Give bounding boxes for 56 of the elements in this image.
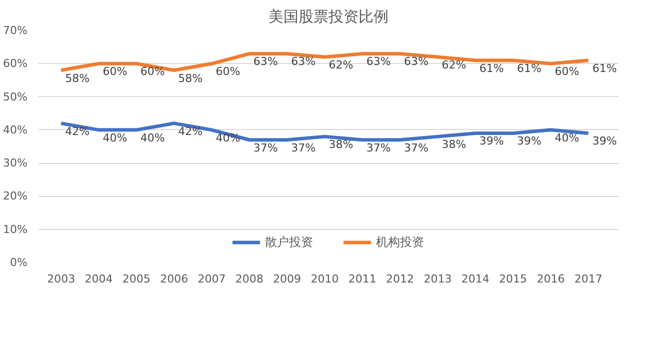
x-tick-label: 2017 <box>574 272 602 286</box>
x-tick-label: 2007 <box>198 272 226 286</box>
data-label: 40% <box>216 131 240 144</box>
x-tick-label: 2014 <box>461 272 490 286</box>
data-label: 40% <box>554 131 580 144</box>
y-tick-label: 20% <box>3 190 28 203</box>
y-tick-label: 0% <box>10 256 28 269</box>
data-label: 63% <box>253 55 278 68</box>
data-label: 60% <box>554 65 580 78</box>
data-label: 40% <box>140 131 165 144</box>
data-label: 60% <box>140 65 165 78</box>
y-tick-label: 50% <box>3 90 28 104</box>
y-tick-label: 60% <box>3 57 28 70</box>
data-label: 61% <box>592 62 617 75</box>
data-label: 62% <box>442 58 466 72</box>
data-label: 37% <box>291 141 316 154</box>
data-label: 42% <box>178 124 203 138</box>
x-tick-label: 2004 <box>84 272 113 286</box>
x-tick-label: 2006 <box>160 272 188 286</box>
x-tick-label: 2016 <box>536 272 565 286</box>
x-tick-label: 2013 <box>424 272 452 286</box>
data-label: 61% <box>517 62 542 75</box>
x-tick-label: 2009 <box>273 272 302 286</box>
data-label: 62% <box>328 58 354 72</box>
data-label: 61% <box>479 62 504 75</box>
data-label: 40% <box>102 131 128 144</box>
x-tick-label: 2011 <box>348 272 376 286</box>
data-label: 39% <box>517 134 542 148</box>
y-tick-label: 70% <box>3 24 28 37</box>
x-tick-label: 2005 <box>122 272 150 286</box>
data-label: 63% <box>404 55 429 68</box>
data-label: 37% <box>253 141 278 154</box>
x-tick-label: 2015 <box>499 272 528 286</box>
data-label: 37% <box>366 141 391 154</box>
data-label: 39% <box>592 134 617 148</box>
data-label: 58% <box>65 72 90 85</box>
chart-title: 美国股票投资比例 <box>268 8 388 26</box>
y-tick-label: 10% <box>3 222 28 236</box>
x-tick-label: 2012 <box>386 272 414 286</box>
data-label: 60% <box>102 65 128 78</box>
data-label: 39% <box>479 134 504 148</box>
y-tick-label: 40% <box>3 123 28 136</box>
y-tick-label: 30% <box>3 156 28 170</box>
data-label: 42% <box>65 124 90 138</box>
data-label: 38% <box>442 138 466 152</box>
legend-label: 机构投资 <box>376 234 424 250</box>
legend-label: 散户投资 <box>265 234 313 250</box>
x-tick-label: 2008 <box>235 272 264 286</box>
data-label: 37% <box>404 141 429 154</box>
data-label: 38% <box>328 138 354 152</box>
x-tick-label: 2010 <box>310 272 339 286</box>
data-label: 58% <box>178 72 203 85</box>
data-label: 63% <box>366 55 391 68</box>
x-tick-label: 2003 <box>47 272 76 286</box>
data-label: 60% <box>216 65 240 78</box>
data-label: 63% <box>291 55 316 68</box>
